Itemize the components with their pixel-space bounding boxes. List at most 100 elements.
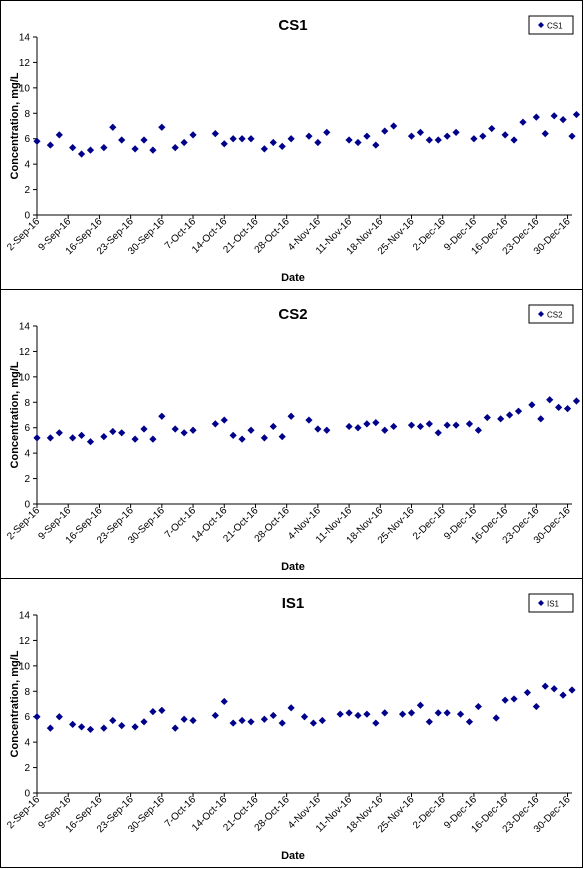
x-axis-label: Date	[281, 850, 305, 862]
data-point	[541, 682, 549, 690]
data-point	[550, 112, 558, 120]
data-point	[309, 719, 318, 727]
data-point	[269, 422, 277, 431]
data-point	[559, 691, 567, 699]
y-tick-label: 8	[24, 109, 30, 120]
data-point	[260, 434, 268, 442]
data-point	[278, 433, 286, 441]
data-point	[189, 131, 197, 139]
y-tick-label: 2	[24, 763, 30, 774]
data-point	[519, 118, 527, 126]
data-point	[140, 425, 148, 433]
data-point	[381, 127, 389, 135]
data-point	[149, 435, 157, 443]
x-tick-label: 2-Sep-16	[5, 794, 42, 831]
y-tick-label: 10	[19, 83, 31, 94]
chart-panel-is1: IS1 0 2 4 6 8 10 12 14 2-Sep-16 9-Sep-16 16-Sep-16 2…	[0, 578, 583, 868]
data-point	[149, 146, 157, 154]
x-tick-label: 2-Dec-16	[411, 216, 448, 253]
x-tick-label: 2-Dec-16	[411, 505, 448, 542]
chart-svg-cs1: CS1024681012142-Sep-169-Sep-1616-Sep-162…	[5, 15, 581, 284]
chart-title: IS1	[282, 595, 305, 612]
y-tick-label: 12	[19, 636, 31, 647]
data-point	[55, 429, 63, 437]
data-point	[55, 713, 63, 721]
data-point	[33, 137, 41, 145]
y-tick-label: 0	[24, 500, 30, 511]
data-point	[465, 420, 474, 428]
data-point	[86, 438, 95, 446]
data-point	[238, 135, 246, 143]
legend: IS1	[528, 593, 574, 613]
data-point	[372, 419, 380, 427]
data-point	[559, 116, 567, 124]
data-point	[381, 426, 389, 434]
data-point	[443, 421, 451, 429]
y-tick-label: 6	[24, 134, 30, 145]
data-point	[189, 426, 197, 434]
data-point	[189, 716, 197, 725]
data-point	[434, 709, 442, 717]
legend-box	[528, 15, 574, 35]
chart-svg-is1: IS1024681012142-Sep-169-Sep-1616-Sep-162…	[5, 593, 576, 862]
data-point	[131, 145, 139, 153]
data-point	[247, 426, 255, 434]
y-tick-label: 14	[19, 33, 31, 44]
data-point	[46, 434, 54, 442]
data-point	[305, 416, 313, 424]
data-point	[229, 719, 237, 727]
data-point	[372, 141, 380, 149]
data-point	[287, 704, 295, 712]
data-point	[555, 403, 563, 411]
data-point	[260, 145, 268, 153]
data-point	[568, 686, 576, 694]
data-point	[211, 130, 219, 138]
legend-box	[528, 593, 574, 613]
data-point	[541, 130, 549, 138]
chart-panel-cs1: CS1 0 2 4 6 8 10 12 14 2-Sep-16 9-Sep-16 16-Sep-16 2…	[0, 0, 583, 290]
data-point	[407, 421, 416, 429]
data-point	[287, 412, 295, 420]
data-point	[220, 416, 228, 424]
data-point	[363, 710, 371, 718]
x-tick-label: 28-Oct-16	[253, 505, 293, 545]
data-point	[416, 422, 425, 431]
data-point	[390, 122, 398, 130]
data-point	[528, 401, 536, 409]
legend-label: CS1	[547, 22, 563, 31]
data-point	[510, 695, 518, 703]
data-point	[550, 685, 558, 693]
data-point	[269, 711, 277, 720]
legend-label: IS1	[547, 600, 560, 609]
data-point	[488, 124, 496, 133]
data-point	[86, 146, 95, 154]
data-point	[77, 431, 86, 439]
data-point	[305, 132, 313, 140]
data-point	[158, 412, 166, 420]
data-point	[510, 136, 518, 144]
data-point	[229, 135, 237, 143]
data-point	[77, 150, 86, 158]
legend-marker	[538, 311, 544, 317]
legend-box	[528, 304, 574, 324]
y-tick-label: 4	[24, 738, 30, 749]
data-point	[171, 144, 179, 152]
data-point	[238, 716, 246, 725]
data-point	[546, 396, 554, 404]
legend-label: CS2	[547, 311, 563, 320]
y-tick-label: 2	[24, 185, 30, 196]
data-point	[229, 431, 237, 439]
y-tick-label: 12	[19, 58, 31, 69]
data-point	[211, 420, 219, 428]
data-point	[479, 132, 487, 140]
data-point	[69, 434, 77, 442]
data-point	[33, 434, 41, 442]
data-point	[492, 714, 500, 722]
data-point	[318, 716, 326, 725]
data-point	[238, 435, 246, 443]
y-tick-label: 0	[24, 211, 30, 222]
data-point	[100, 724, 108, 732]
y-tick-label: 4	[24, 160, 30, 171]
data-point	[55, 131, 63, 139]
